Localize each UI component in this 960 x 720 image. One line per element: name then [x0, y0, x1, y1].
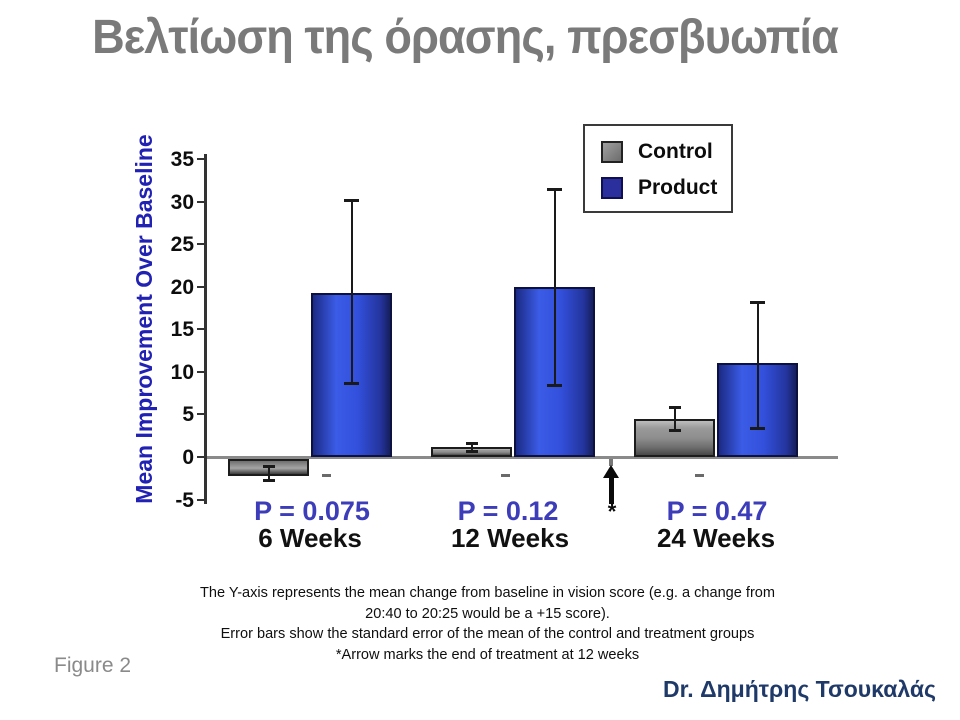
x-axis-tick [501, 474, 510, 477]
y-axis-tick-label: 0 [182, 446, 194, 469]
category-label-6-weeks: 6 Weeks [258, 523, 362, 553]
p-value-6-weeks: P = 0.075 [254, 496, 370, 526]
error-bar-cap [668, 428, 681, 432]
error-bar-line [553, 188, 556, 385]
legend-item-control: Control [585, 137, 731, 167]
y-axis-tick-label: 35 [170, 148, 194, 171]
arrow-axis-tick [609, 457, 613, 466]
caption-line: Error bars show the standard error of th… [220, 625, 755, 642]
error-bar-cap [344, 198, 359, 202]
error-bar-cap [750, 427, 765, 431]
legend-label-product: Product [638, 176, 718, 199]
error-bar-cap [262, 465, 275, 469]
x-axis-baseline [207, 456, 838, 459]
category-label-24-weeks: 24 Weeks [656, 523, 776, 553]
product-swatch-icon [601, 177, 623, 199]
y-axis-tick-label: -5 [175, 488, 194, 512]
error-bar-cap [465, 450, 478, 454]
category-label-12-weeks: 12 Weeks [450, 523, 570, 553]
error-bar-cap [262, 478, 275, 482]
y-axis-tick [197, 456, 206, 458]
error-bar-cap [344, 381, 359, 385]
up-arrow-icon [603, 465, 619, 478]
x-axis-tick [322, 474, 331, 477]
x-axis-tick [695, 474, 704, 477]
legend-label-control: Control [638, 140, 713, 163]
page-title: Βελτίωση της όρασης, πρεσβυωπία [92, 11, 839, 64]
y-axis-tick [197, 285, 206, 288]
error-bar-line [350, 199, 353, 383]
credit-text: Dr. Δημήτρης Τσουκαλάς [663, 676, 936, 702]
y-axis-tick [197, 370, 206, 373]
y-axis-tick-label: 10 [170, 360, 194, 384]
y-axis-tick [197, 158, 206, 160]
error-bar-cap [668, 405, 681, 409]
error-bar-cap [750, 301, 765, 305]
y-axis-tick-label: 30 [170, 190, 194, 214]
y-axis-tick-label: 25 [170, 233, 194, 257]
y-axis-tick-label: 20 [170, 275, 194, 299]
y-axis-tick [197, 243, 206, 246]
y-axis-tick-label: 5 [182, 403, 194, 427]
error-bar-line [267, 466, 270, 480]
error-bar-cap [547, 383, 562, 387]
y-axis-tick [197, 413, 206, 416]
caption-line: The Y-axis represents the mean change fr… [199, 584, 776, 601]
error-bar-cap [465, 441, 478, 445]
control-swatch-icon [601, 141, 623, 163]
chart-caption: The Y-axis represents the mean change fr… [121, 583, 853, 665]
y-axis-tick [197, 498, 206, 501]
caption-line: 20:40 to 20:25 would be a +15 score). [365, 604, 610, 622]
y-axis-tick-label: 15 [170, 318, 194, 342]
asterisk-marker: * [607, 499, 617, 524]
y-axis-tick [197, 200, 206, 203]
p-value-24-weeks: P = 0.47 [666, 496, 768, 526]
error-bar-line [756, 302, 759, 429]
error-bar-line [673, 406, 676, 430]
figure-label: Figure 2 [54, 654, 132, 677]
caption-line: *Arrow marks the end of treatment at 12 … [335, 645, 640, 663]
legend-box: Control Product [583, 124, 733, 213]
p-value-12-weeks: P = 0.12 [457, 496, 559, 526]
y-axis-tick [197, 328, 206, 331]
legend-item-product: Product [585, 173, 731, 203]
error-bar-line [470, 442, 473, 452]
up-arrow-shaft [609, 477, 614, 504]
error-bar-cap [547, 187, 562, 191]
